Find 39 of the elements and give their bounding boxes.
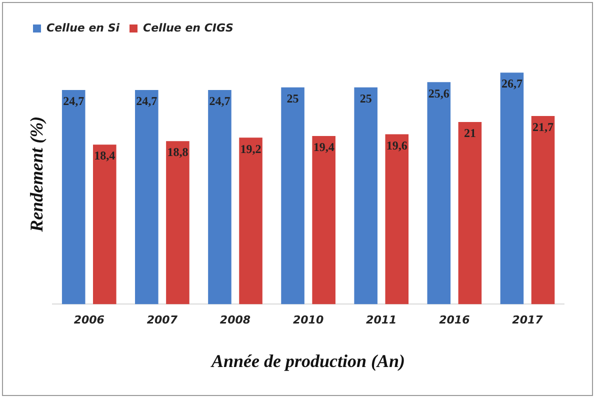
bar	[281, 87, 304, 304]
data-label: 21	[464, 126, 476, 140]
data-label: 18,4	[94, 148, 116, 163]
bar	[458, 122, 482, 304]
data-label: 25	[360, 91, 372, 106]
data-label: 24,7	[63, 94, 84, 108]
x-tick-label: 2017	[512, 314, 544, 327]
bar	[62, 90, 86, 304]
bar	[93, 144, 116, 304]
x-tick-label: 2006	[74, 314, 105, 327]
legend-label: Cellue en Si	[46, 21, 120, 34]
y-axis-title: Rendement (%)	[26, 116, 46, 233]
data-label: 19,6	[386, 138, 408, 152]
data-label: 25,6	[428, 86, 450, 100]
data-label: 24,7	[209, 94, 230, 108]
bar	[354, 87, 378, 304]
data-label: 21,7	[532, 120, 554, 134]
bar	[427, 82, 451, 304]
bar	[500, 72, 524, 304]
bar	[239, 138, 262, 304]
x-axis-title: Année de production (An)	[210, 350, 406, 371]
x-tick-label: 2016	[439, 314, 470, 327]
bar	[166, 141, 190, 304]
bar	[531, 116, 555, 304]
bar	[208, 90, 232, 304]
data-label: 19,4	[313, 140, 334, 154]
data-label: 19,2	[240, 142, 262, 156]
x-tick-label: 2007	[146, 314, 178, 327]
x-tick-label: 2008	[220, 314, 251, 327]
bar	[385, 134, 409, 304]
x-tick-label: 2010	[292, 314, 324, 327]
x-tick-label: 2011	[366, 314, 397, 327]
bar	[312, 136, 336, 304]
data-label: 24,7	[136, 94, 158, 108]
data-label: 25	[286, 91, 299, 106]
bar	[135, 90, 158, 304]
data-label: 26,7	[501, 76, 522, 91]
data-label: 18,8	[167, 145, 188, 160]
legend-label: Cellue en CIGS	[143, 21, 234, 34]
